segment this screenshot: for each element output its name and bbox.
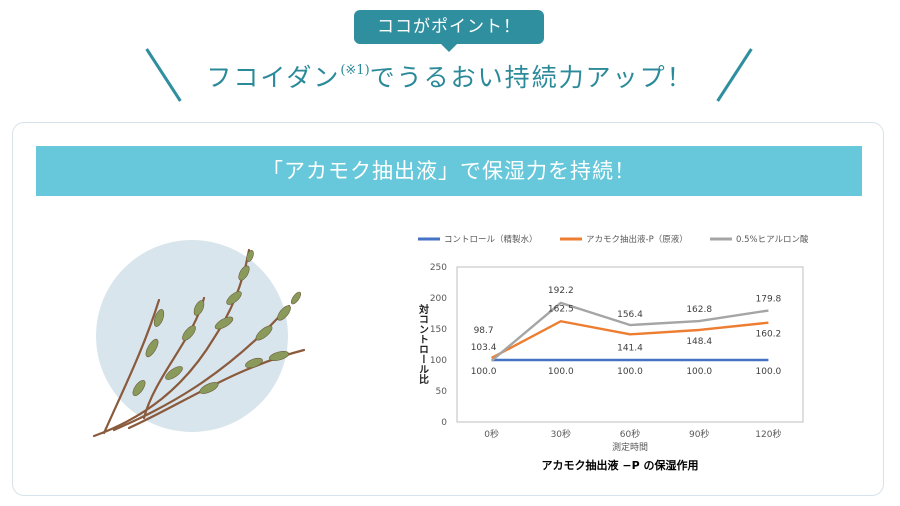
y-tick-label: 50 xyxy=(436,387,448,397)
point-badge: ココがポイント！ xyxy=(354,10,544,44)
headline-footnote-mark: (※1) xyxy=(340,63,370,78)
headline: フコイダン(※1)でうるおい持続力アップ！ xyxy=(180,58,720,94)
data-label: 192.2 xyxy=(548,286,574,296)
decorative-slash-right xyxy=(716,48,753,102)
data-label: 98.7 xyxy=(474,326,494,336)
data-label: 148.4 xyxy=(686,337,712,347)
y-tick-label: 250 xyxy=(430,263,447,273)
data-label: 100.0 xyxy=(756,367,782,377)
data-label: 141.4 xyxy=(617,343,643,353)
x-tick-label: 0秒 xyxy=(484,428,499,440)
data-label: 100.0 xyxy=(548,367,574,377)
legend-label-1: アカモク抽出液-P（原液） xyxy=(586,234,688,245)
headline-main: フコイダン xyxy=(206,63,341,92)
x-axis-label: 測定時間 xyxy=(612,441,648,453)
series-line-1 xyxy=(491,320,769,359)
y-axis: 0 50 100 150 200 250 xyxy=(430,263,447,428)
data-label: 100.0 xyxy=(471,367,497,377)
x-tick-label: 90秒 xyxy=(689,428,709,440)
line-chart: コントロール（精製水） アカモク抽出液-P（原液） 0.5%ヒアルロン酸 0 50 10… xyxy=(417,234,810,472)
badge-tail xyxy=(440,43,458,52)
legend-label-2: 0.5%ヒアルロン酸 xyxy=(736,234,809,245)
data-label: 100.0 xyxy=(617,367,643,377)
chart-legend: コントロール（精製水） アカモク抽出液-P（原液） 0.5%ヒアルロン酸 xyxy=(418,234,809,245)
data-label: 162.5 xyxy=(548,304,574,314)
x-tick-label: 60秒 xyxy=(620,428,640,440)
x-tick-label: 120秒 xyxy=(755,428,781,440)
data-label: 100.0 xyxy=(686,367,712,377)
plot-border xyxy=(456,266,804,423)
data-label: 160.2 xyxy=(756,330,782,340)
y-tick-label: 200 xyxy=(430,294,447,304)
data-label: 162.8 xyxy=(686,305,712,315)
x-axis: 0秒 30秒 60秒 90秒 120秒 xyxy=(484,428,781,440)
y-axis-label: 対コントロール比 xyxy=(417,303,430,385)
data-label: 103.4 xyxy=(471,343,497,353)
section-banner: 「アカモク抽出液」で保湿力を持続！ xyxy=(36,146,862,196)
y-tick-label: 150 xyxy=(430,325,447,335)
data-label: 179.8 xyxy=(756,295,782,305)
legend-label-0: コントロール（精製水） xyxy=(444,234,538,245)
decorative-slash-left xyxy=(145,48,182,102)
chart-title: アカモク抽出液 −P の保湿作用 xyxy=(542,458,699,472)
seaweed-illustration xyxy=(92,240,306,438)
plot-area: 100.0 100.0 100.0 100.0 100.0 103.4 162.5 141.4… xyxy=(456,266,804,423)
y-tick-label: 100 xyxy=(430,356,447,366)
headline-rest: でうるおい持続力アップ！ xyxy=(369,63,694,92)
series-line-2 xyxy=(490,301,769,362)
x-tick-label: 30秒 xyxy=(551,428,571,440)
data-label: 156.4 xyxy=(617,310,643,320)
y-tick-label: 0 xyxy=(441,418,447,428)
